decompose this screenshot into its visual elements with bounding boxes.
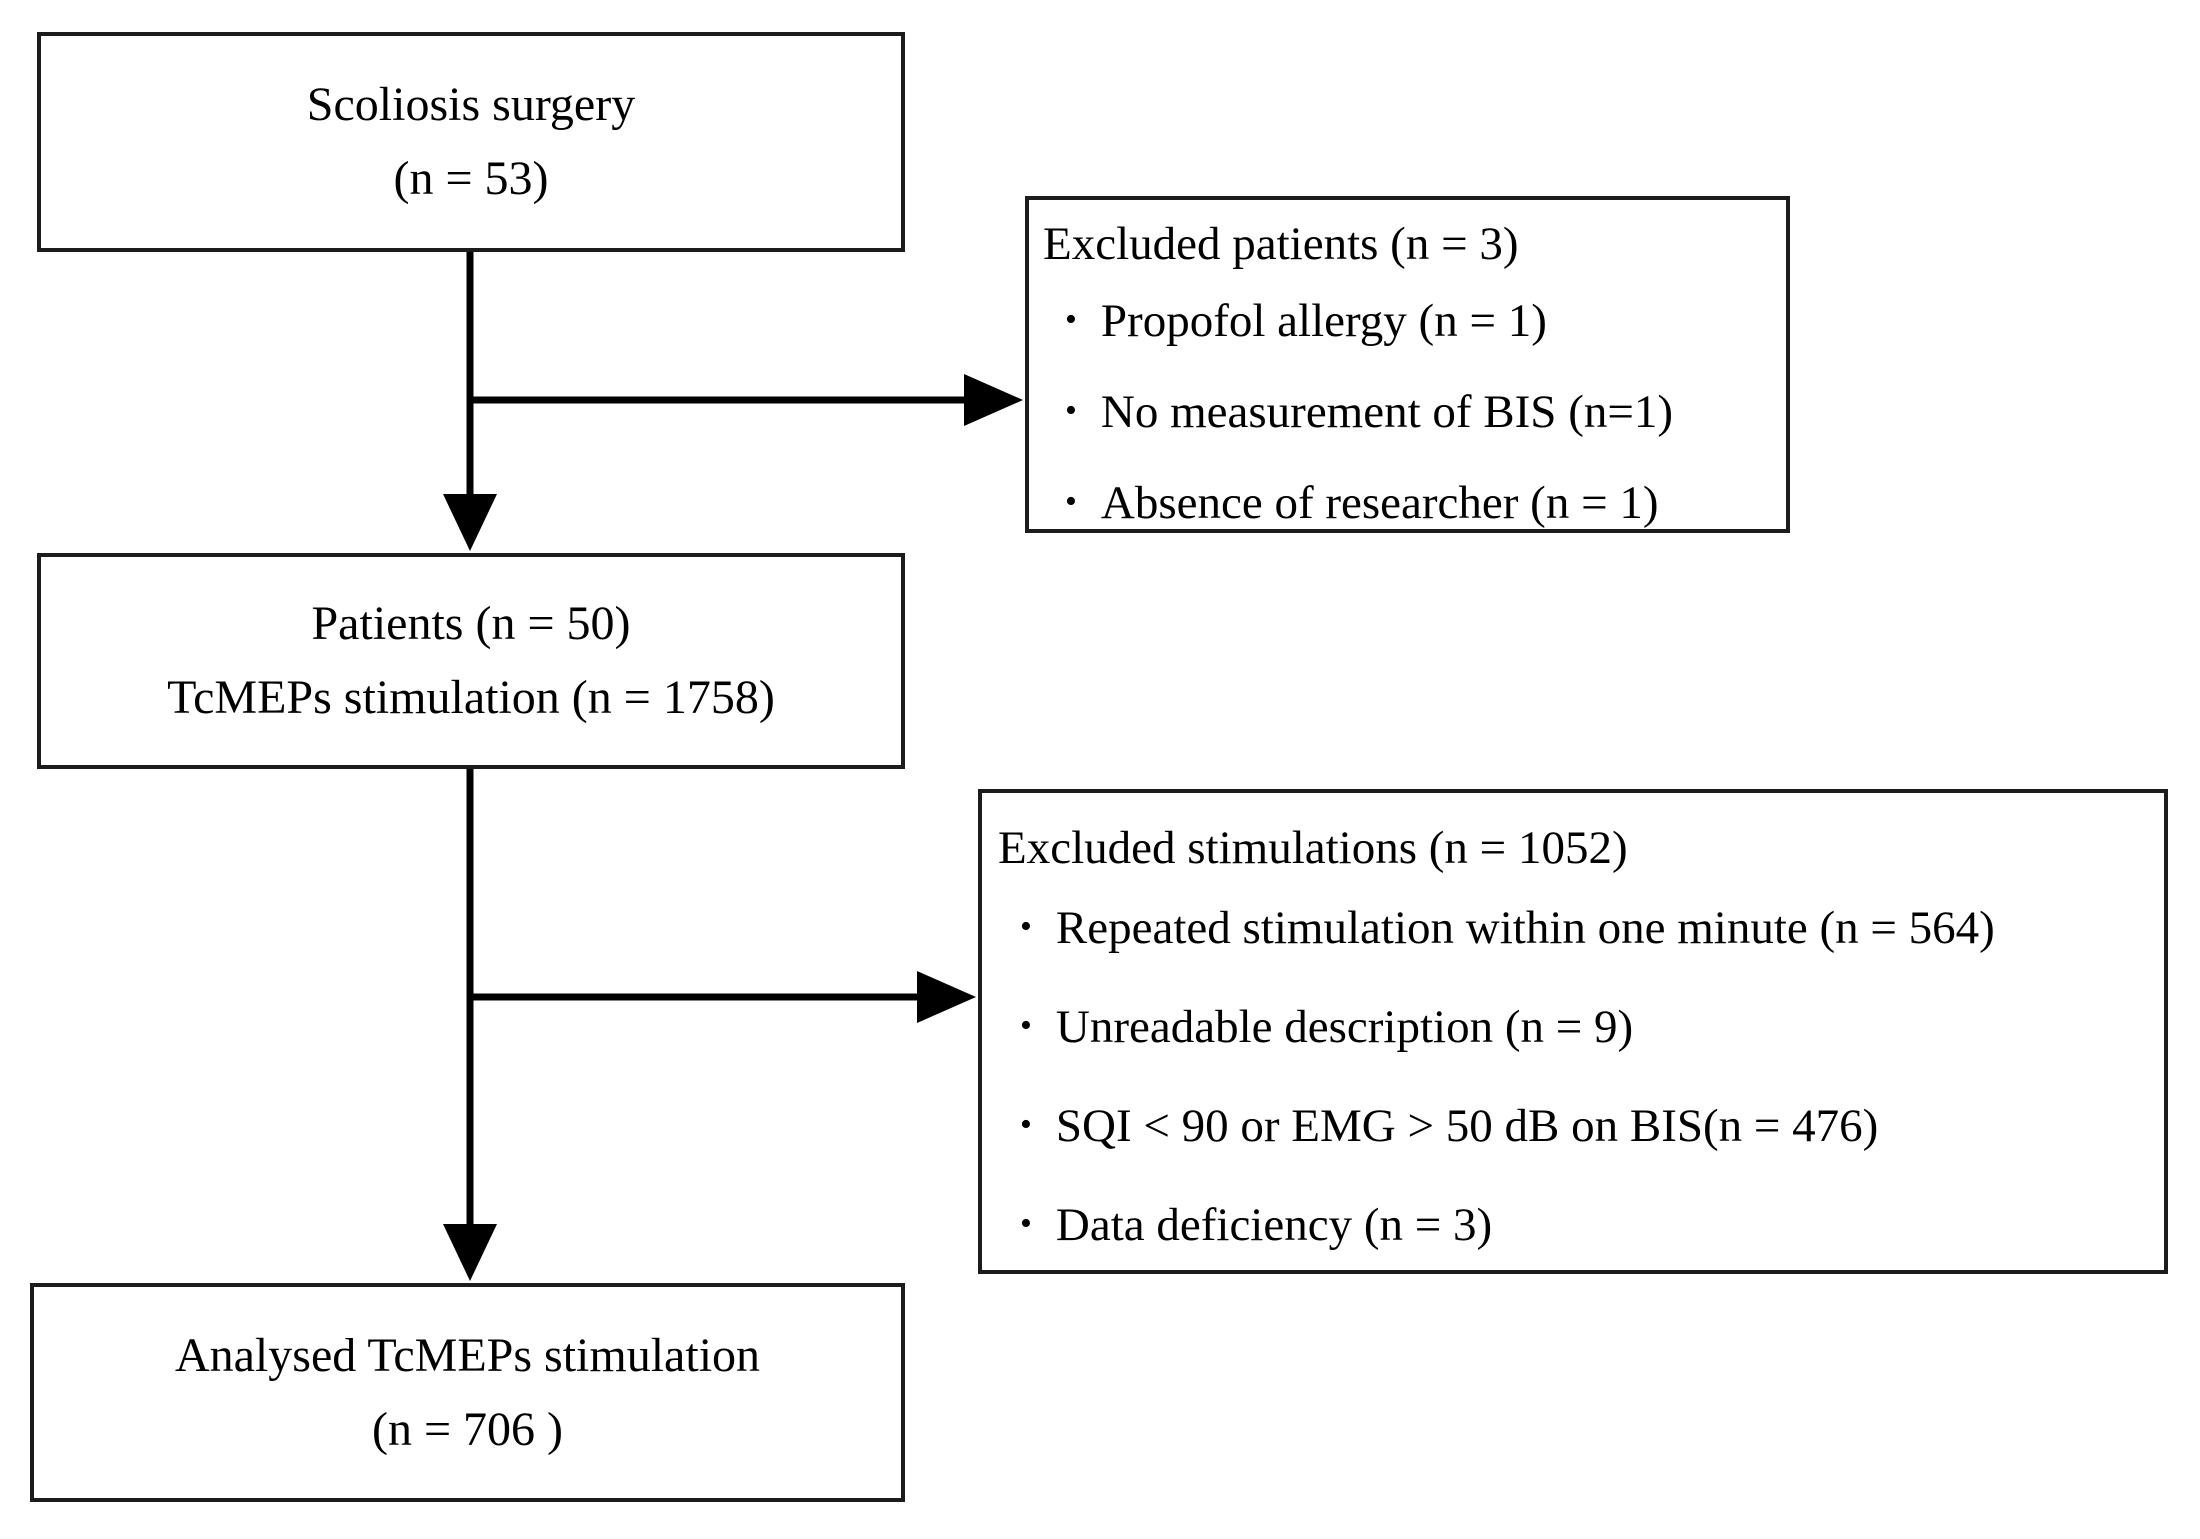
box-title: Scoliosis surgery	[306, 78, 636, 131]
bullet-icon: •	[1020, 1205, 1032, 1242]
excluded-reason: No measurement of BIS (n=1)	[1100, 386, 1674, 438]
box-scoliosis-surgery: Scoliosis surgery (n = 53)	[37, 32, 905, 252]
excluded-reason: Propofol allergy (n = 1)	[1100, 295, 1547, 347]
bullet-icon: •	[1020, 1106, 1032, 1143]
excluded-reason: Repeated stimulation within one minute (…	[1055, 902, 1995, 954]
bullet-icon: •	[1065, 301, 1077, 338]
box-title: Excluded stimulations (n = 1052)	[998, 822, 1628, 874]
box-title: Analysed TcMEPs stimulation	[174, 1328, 761, 1382]
box-count: (n = 53)	[393, 152, 549, 205]
arrow-to-excluded-patients	[470, 374, 1023, 426]
list-item: • Repeated stimulation within one minute…	[998, 881, 2148, 980]
list-item: • Absence of researcher (n = 1)	[1043, 460, 1772, 551]
box-analysed-stimulation: Analysed TcMEPs stimulation (n = 706 )	[30, 1283, 905, 1502]
arrowhead-down-icon	[443, 494, 497, 551]
arrowhead-right-icon	[917, 971, 976, 1023]
arrowhead-down-icon	[443, 1224, 497, 1281]
bullet-icon: •	[1020, 908, 1032, 945]
list-item: • Data deficiency (n = 3)	[998, 1178, 2148, 1277]
excluded-reason: Unreadable description (n = 9)	[1055, 1001, 1634, 1053]
arrow-patients-to-analysed	[443, 769, 497, 1281]
excluded-reason: Data deficiency (n = 3)	[1055, 1199, 1493, 1251]
list-item: • No measurement of BIS (n=1)	[1043, 369, 1772, 460]
box-title: Excluded patients (n = 3)	[1043, 218, 1519, 270]
excluded-reason: Absence of researcher (n = 1)	[1100, 477, 1659, 529]
box-title: Patients (n = 50)	[311, 597, 631, 650]
box-patients: Patients (n = 50) TcMEPs stimulation (n …	[37, 553, 905, 769]
box-excluded-stimulations: Excluded stimulations (n = 1052) • Repea…	[978, 789, 2168, 1274]
arrow-surgery-to-patients	[443, 252, 497, 551]
list-item: • Unreadable description (n = 9)	[998, 980, 2148, 1079]
bullet-icon: •	[1020, 1007, 1032, 1044]
excluded-reason: SQI < 90 or EMG > 50 dB on BIS(n = 476)	[1055, 1100, 1879, 1152]
box-count: TcMEPs stimulation (n = 1758)	[167, 671, 775, 724]
list-item: • Propofol allergy (n = 1)	[1043, 278, 1772, 369]
arrow-to-excluded-stimulations	[470, 971, 976, 1023]
arrowhead-right-icon	[964, 374, 1023, 426]
box-excluded-patients: Excluded patients (n = 3) • Propofol all…	[1025, 196, 1790, 533]
bullet-icon: •	[1065, 392, 1077, 429]
box-count: (n = 706 )	[371, 1402, 564, 1456]
list-item: • SQI < 90 or EMG > 50 dB on BIS(n = 476…	[998, 1079, 2148, 1178]
bullet-icon: •	[1065, 483, 1077, 520]
